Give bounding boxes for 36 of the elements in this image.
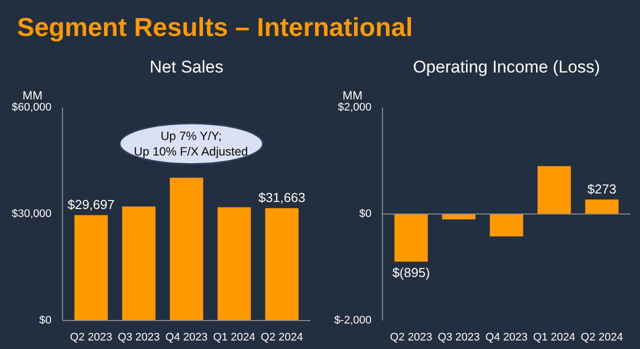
bar bbox=[442, 214, 476, 220]
bar bbox=[74, 215, 108, 320]
data-label: $(895) bbox=[392, 264, 430, 280]
y-tick-label: $-2,000 bbox=[334, 314, 372, 326]
text: Segment Results – International bbox=[17, 11, 413, 44]
chart-title: Operating Income (Loss) bbox=[412, 58, 600, 76]
x-tick-label: Q1 2024 bbox=[213, 332, 256, 344]
x-tick-label: Q2 2023 bbox=[390, 332, 432, 344]
data-label: $31,663 bbox=[258, 190, 306, 205]
y-tick-label: $0 bbox=[359, 208, 372, 220]
bar bbox=[265, 208, 299, 320]
x-tick-label: Q1 2024 bbox=[533, 332, 576, 344]
bar bbox=[218, 207, 251, 320]
y-tick-label: $2,000 bbox=[338, 102, 372, 114]
x-tick-label: Q4 2023 bbox=[485, 332, 528, 344]
y-axis-title: MM bbox=[22, 88, 42, 102]
bar bbox=[585, 199, 619, 214]
x-tick-label: Q3 2023 bbox=[438, 332, 480, 344]
data-label: $273 bbox=[587, 181, 616, 196]
bar bbox=[122, 206, 156, 320]
x-tick-label: Q3 2023 bbox=[118, 332, 160, 344]
bar bbox=[394, 214, 428, 262]
y-tick-label: $30,000 bbox=[12, 208, 52, 220]
y-axis-title: MM bbox=[342, 88, 362, 102]
x-tick-label: Q2 2024 bbox=[260, 332, 303, 344]
annotation: Up 7% Y/Y; Up 10% F/X Adjusted bbox=[134, 129, 248, 158]
y-tick-label: $0 bbox=[39, 314, 52, 326]
bar bbox=[538, 166, 571, 214]
x-tick-label: Q2 2023 bbox=[70, 332, 112, 344]
chart-title: Net Sales bbox=[150, 58, 224, 76]
x-tick-label: Q2 2024 bbox=[580, 332, 623, 344]
y-tick-label: $60,000 bbox=[12, 102, 52, 114]
data-label: $29,697 bbox=[68, 196, 115, 212]
bar bbox=[170, 178, 204, 320]
x-tick-label: Q4 2023 bbox=[165, 332, 208, 344]
bar bbox=[490, 214, 524, 236]
